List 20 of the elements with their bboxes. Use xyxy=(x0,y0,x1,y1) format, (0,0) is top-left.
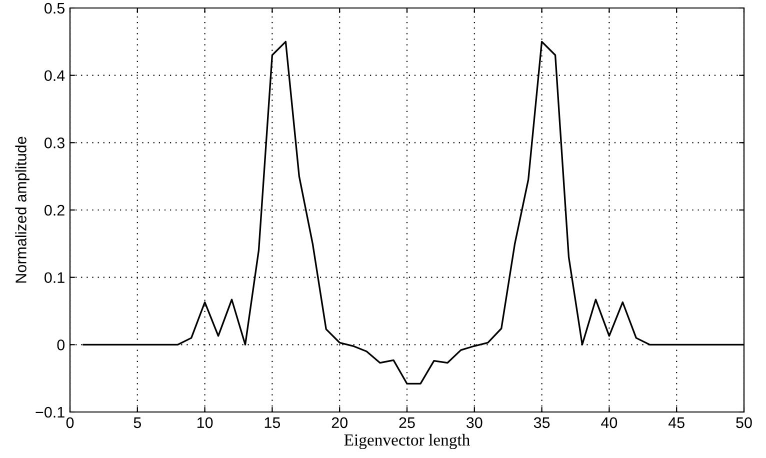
x-tick-label: 30 xyxy=(466,417,482,428)
y-axis-title: Normalized amplitude xyxy=(15,136,30,283)
x-tick-label: 40 xyxy=(601,417,618,428)
y-tick-label: 0.1 xyxy=(44,272,64,284)
x-tick-label: 5 xyxy=(134,417,142,428)
y-tick-label: −0.1 xyxy=(36,406,64,418)
x-tick-label: 35 xyxy=(534,417,550,428)
y-tick-label: 0 xyxy=(57,340,65,350)
y-tick-label: 0.4 xyxy=(44,70,65,82)
y-tick-label: 0.2 xyxy=(44,204,64,216)
x-tick-label: 45 xyxy=(668,417,684,428)
x-axis-title: Eigenvector length xyxy=(344,434,470,450)
x-tick-label: 0 xyxy=(66,417,74,428)
x-tick-label: 25 xyxy=(399,417,415,428)
x-tick-label: 50 xyxy=(736,417,752,428)
x-tick-label: 20 xyxy=(332,417,348,428)
x-tick-label: 10 xyxy=(197,417,213,428)
y-tick-label: 0.3 xyxy=(44,138,64,148)
x-tick-label: 15 xyxy=(264,417,280,428)
y-tick-label: 0.5 xyxy=(44,2,64,14)
